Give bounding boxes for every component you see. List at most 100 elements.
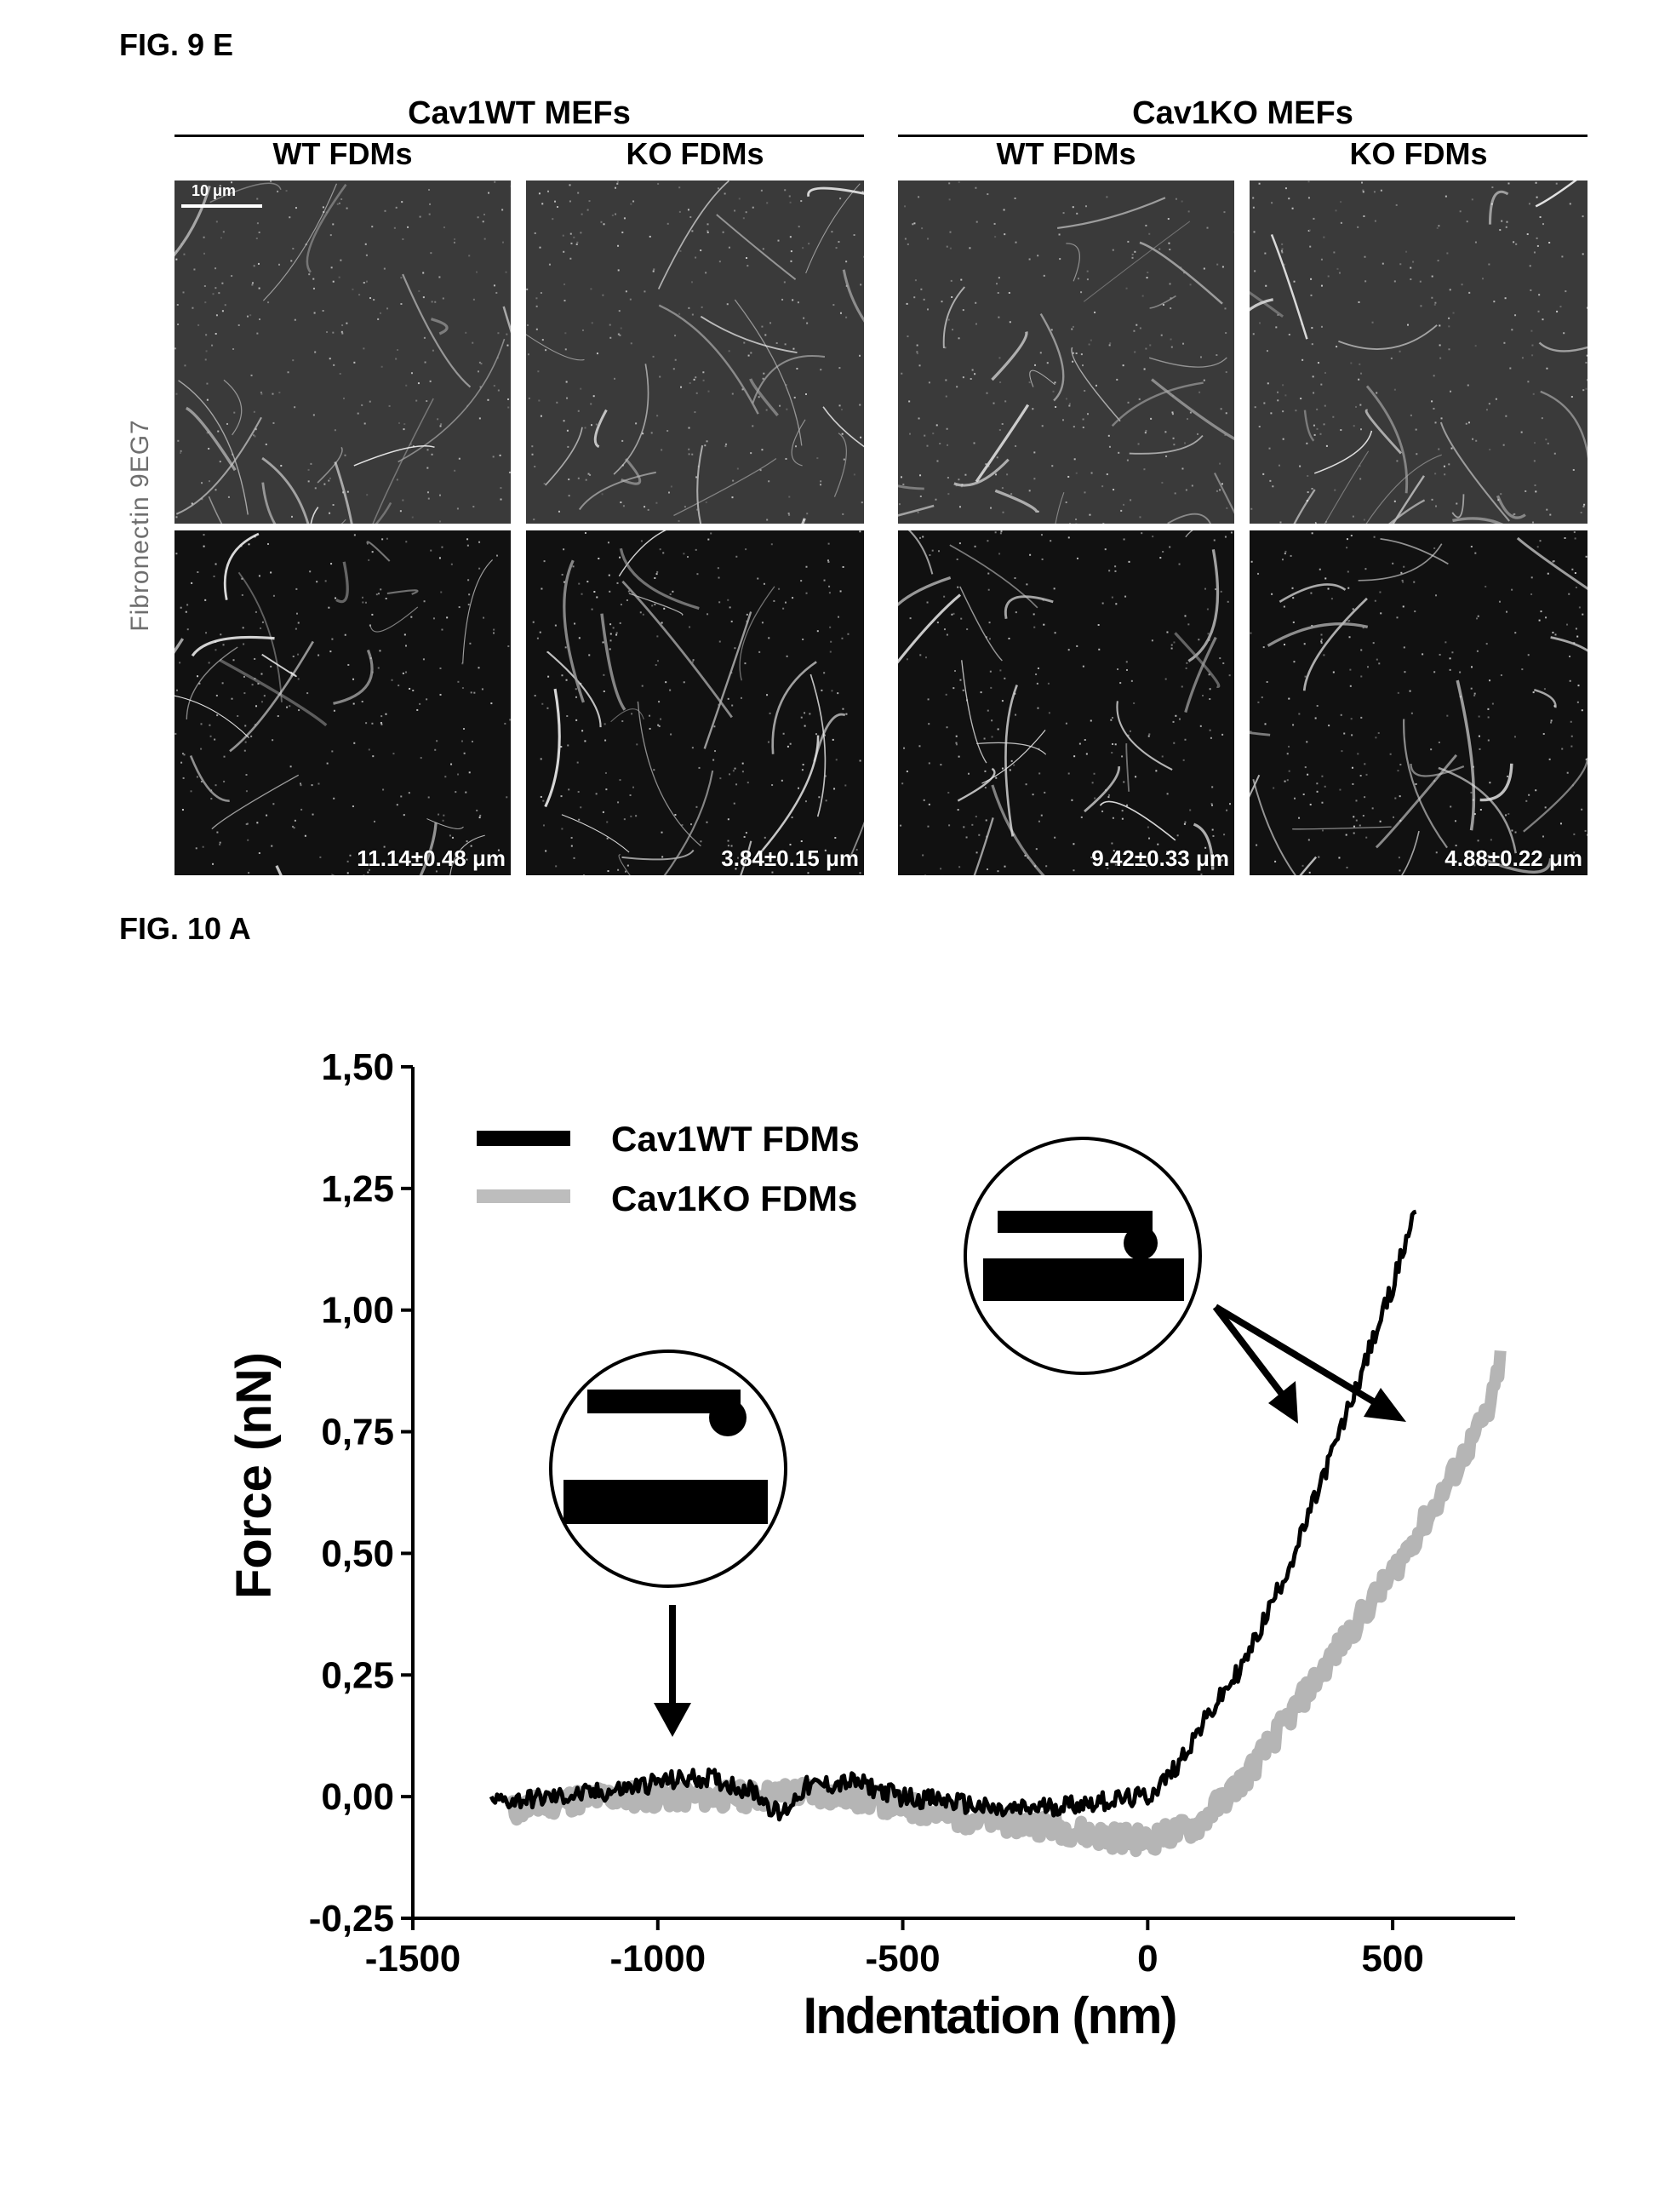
speckle	[478, 817, 481, 819]
speckle	[947, 444, 949, 446]
speckle	[1435, 594, 1438, 597]
speckle	[1033, 478, 1036, 480]
speckle	[800, 716, 803, 719]
speckle	[695, 476, 698, 479]
speckle	[828, 585, 831, 587]
speckle	[509, 719, 511, 721]
speckle	[917, 511, 919, 513]
speckle	[528, 397, 530, 399]
speckle	[987, 709, 989, 712]
speckle	[330, 563, 333, 565]
fiber	[186, 646, 238, 719]
fiber	[334, 461, 353, 524]
speckle	[1136, 324, 1138, 326]
fiber	[907, 530, 934, 575]
speckle	[1431, 498, 1433, 501]
speckle	[1015, 241, 1017, 244]
speckle	[1015, 713, 1017, 716]
speckle	[1014, 577, 1016, 580]
speckle	[1050, 540, 1052, 542]
speckle	[997, 728, 999, 731]
speckle	[1114, 743, 1117, 746]
speckle	[965, 836, 968, 839]
speckle	[766, 694, 769, 696]
speckle	[400, 303, 403, 306]
speckle	[1107, 434, 1110, 437]
speckle	[402, 238, 404, 240]
fiber	[1148, 357, 1227, 368]
speckle	[1413, 581, 1416, 583]
speckle	[950, 279, 952, 282]
speckle	[446, 616, 449, 619]
speckle	[993, 222, 996, 225]
speckle	[860, 284, 862, 286]
fig9e-label: FIG. 9 E	[119, 27, 234, 62]
speckle	[377, 318, 380, 320]
speckle	[1569, 656, 1571, 658]
speckle	[1399, 869, 1401, 872]
speckle	[649, 727, 651, 730]
speckle	[1047, 682, 1050, 685]
speckle	[1362, 627, 1364, 629]
speckle	[609, 639, 612, 642]
speckle	[581, 593, 583, 595]
speckle	[1286, 779, 1289, 782]
speckle	[1430, 748, 1433, 751]
speckle	[1542, 835, 1544, 838]
speckle	[1159, 557, 1162, 559]
speckle	[258, 575, 260, 577]
speckle	[1514, 632, 1517, 634]
speckle	[1529, 265, 1531, 267]
speckle	[293, 827, 295, 829]
speckle	[472, 341, 474, 344]
speckle	[984, 787, 987, 789]
speckle	[501, 241, 504, 244]
fiber	[1139, 241, 1223, 305]
speckle	[1549, 513, 1552, 516]
speckle	[209, 724, 211, 726]
speckle	[1403, 565, 1405, 568]
speckle	[1474, 345, 1477, 347]
fiber-texture	[898, 181, 1234, 524]
speckle	[292, 247, 295, 249]
speckle	[1308, 229, 1311, 232]
speckle	[1035, 848, 1038, 851]
speckle	[670, 733, 672, 736]
speckle	[1359, 428, 1362, 431]
speckle	[336, 203, 339, 205]
speckle	[1112, 716, 1114, 719]
speckle	[1055, 405, 1057, 408]
speckle	[1009, 769, 1011, 771]
speckle	[434, 748, 437, 751]
speckle	[1364, 763, 1366, 765]
speckle	[1389, 753, 1392, 755]
speckle	[1375, 736, 1377, 739]
speckle	[1507, 182, 1510, 185]
speckle	[1040, 534, 1043, 536]
speckle	[604, 739, 607, 742]
speckle	[958, 506, 961, 508]
speckle	[971, 823, 974, 826]
speckle	[1221, 483, 1223, 485]
speckle	[1286, 753, 1289, 755]
speckle	[1073, 843, 1075, 845]
speckle	[584, 531, 586, 534]
scale-bar-label: 10 μm	[192, 182, 237, 199]
speckle	[747, 354, 750, 357]
speckle	[1379, 820, 1382, 822]
speckle	[1539, 540, 1542, 542]
speckle	[990, 686, 993, 689]
speckle	[1467, 421, 1470, 424]
speckle	[1323, 654, 1325, 656]
speckle	[1547, 442, 1549, 444]
speckle	[1365, 836, 1368, 839]
speckle	[1448, 317, 1450, 319]
speckle	[393, 226, 396, 229]
speckle	[1003, 209, 1005, 211]
speckle	[1307, 839, 1310, 841]
speckle	[1178, 563, 1181, 565]
speckle	[1122, 364, 1124, 367]
speckle	[1507, 775, 1509, 777]
speckle	[461, 687, 464, 690]
speckle	[1182, 759, 1185, 761]
